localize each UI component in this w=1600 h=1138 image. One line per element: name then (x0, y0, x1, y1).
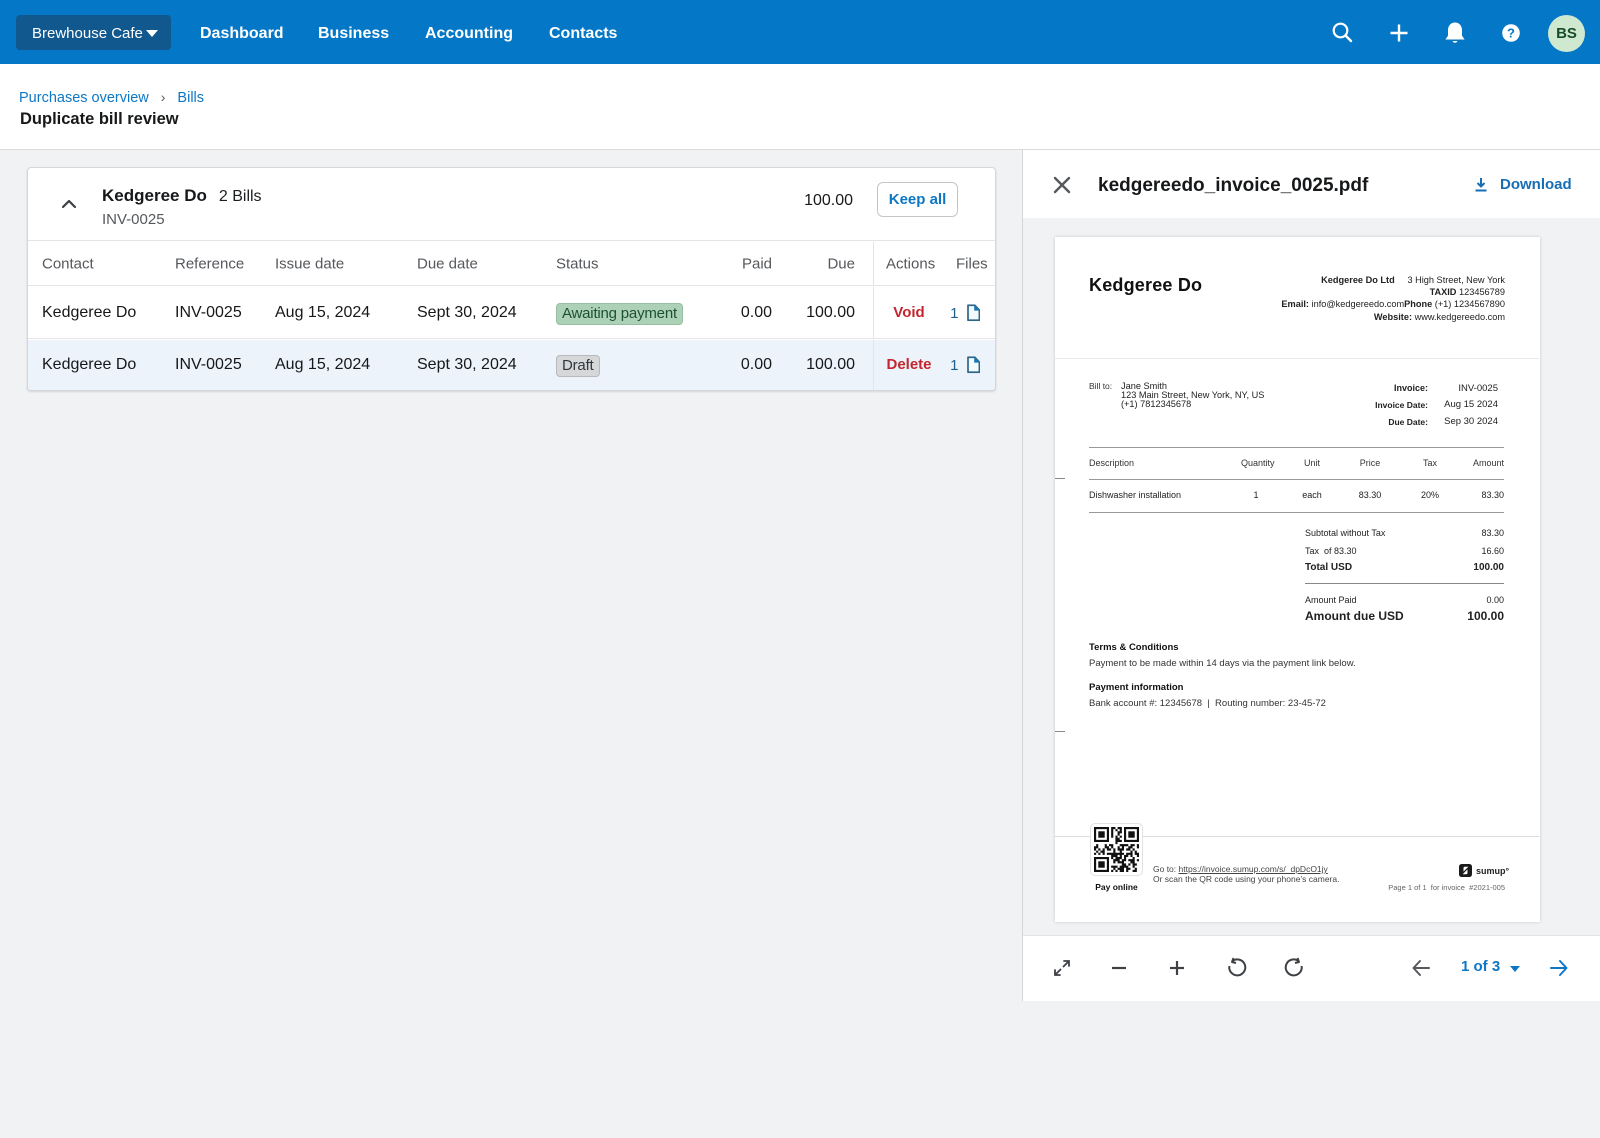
svg-text:?: ? (1507, 26, 1515, 41)
